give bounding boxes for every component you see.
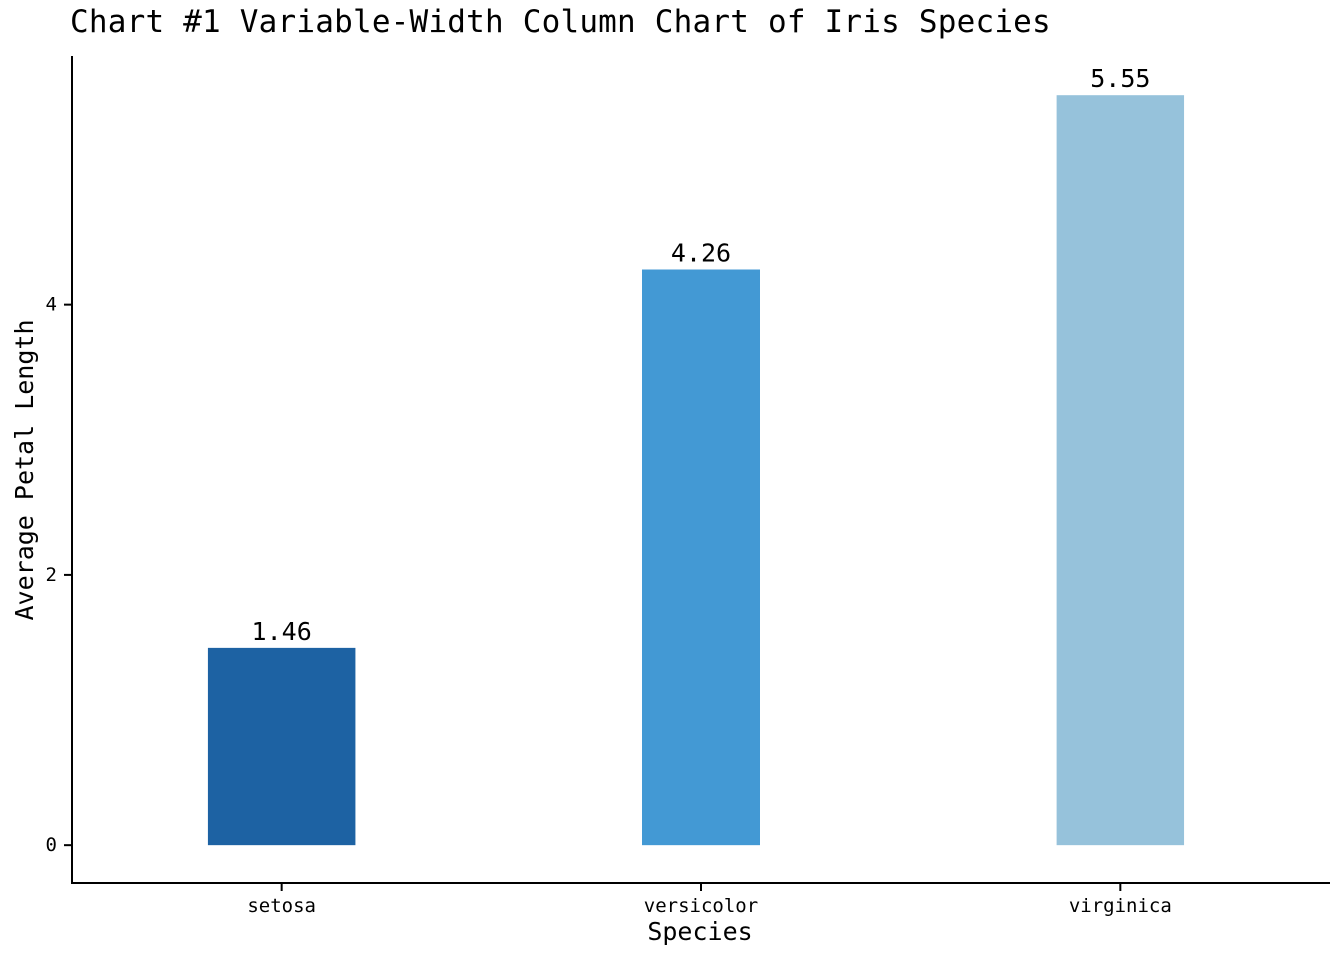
y-tick-label: 2	[46, 564, 57, 586]
data-label-virginica: 5.55	[1090, 64, 1150, 93]
x-tick-label-virginica: virginica	[1069, 895, 1172, 917]
bar-virginica	[1056, 95, 1185, 846]
y-tick-label: 4	[46, 294, 57, 316]
x-ticks-layer: setosa versicolor virginica	[247, 884, 1172, 917]
x-tick-label-setosa: setosa	[247, 895, 316, 917]
x-tick-label-versicolor: versicolor	[644, 895, 758, 917]
data-label-versicolor: 4.26	[671, 239, 731, 268]
bar-setosa	[207, 647, 356, 846]
y-ticks-layer: 0 2 4	[46, 294, 71, 856]
y-tick-label: 0	[46, 834, 57, 856]
chart-title: Chart #1 Variable-Width Column Chart of …	[70, 4, 1051, 40]
x-axis-title: Species	[647, 917, 752, 946]
bars-layer	[207, 95, 1185, 846]
y-axis-title: Average Petal Length	[10, 319, 39, 620]
data-label-setosa: 1.46	[252, 617, 312, 646]
bar-versicolor	[642, 269, 760, 846]
data-labels-layer: 1.46 4.26 5.55	[252, 64, 1151, 646]
